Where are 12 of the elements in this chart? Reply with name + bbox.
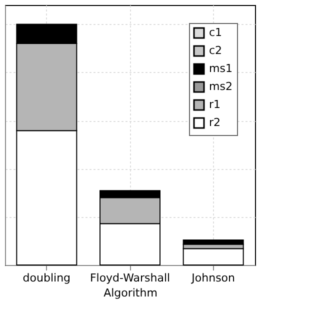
legend-label: c2 [209, 44, 222, 57]
bar [182, 239, 244, 245]
bar [182, 248, 244, 266]
legend-label: ms2 [209, 80, 232, 93]
x-tick-label: Johnson [190, 272, 236, 284]
legend-label: r1 [209, 98, 221, 111]
x-tick-label: Floyd-Warshall [90, 272, 170, 284]
legend-label: r2 [209, 116, 221, 129]
legend-label: ms1 [209, 62, 232, 75]
x-axis-title: Algorithm [104, 286, 158, 300]
legend-label: c1 [209, 26, 222, 39]
x-tick-label: doubling [22, 272, 71, 284]
